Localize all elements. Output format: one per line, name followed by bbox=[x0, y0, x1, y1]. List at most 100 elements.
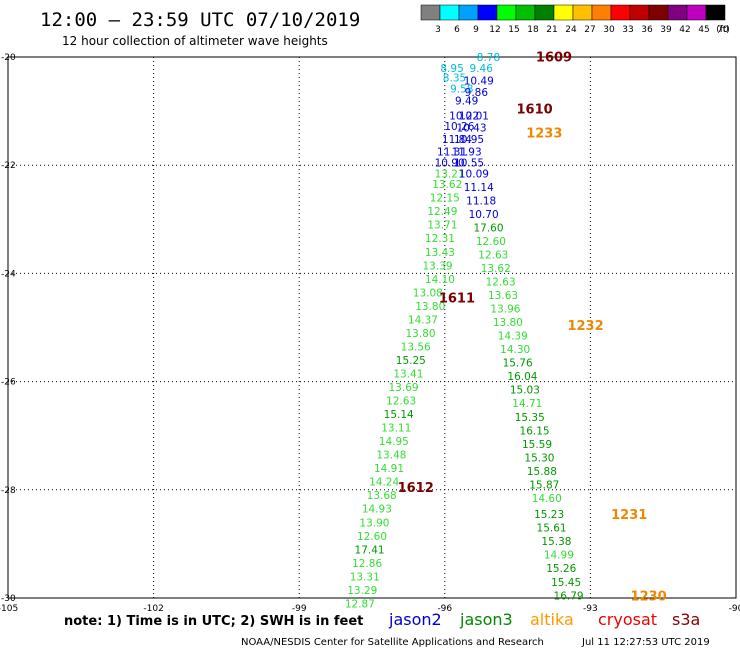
swh-value: 12.87 bbox=[345, 598, 375, 610]
swh-value: 14.60 bbox=[532, 493, 562, 505]
legend-swatch bbox=[553, 4, 574, 21]
pass-number-label: 1232 bbox=[567, 319, 603, 334]
swh-value: 13.80 bbox=[415, 301, 445, 313]
grid-lines bbox=[8, 57, 736, 598]
swh-value: 15.45 bbox=[551, 577, 581, 589]
swh-value: 15.25 bbox=[396, 355, 426, 367]
satellite-legend: jason2 jason3 altika cryosat s3a bbox=[388, 610, 700, 629]
swh-value: 15.14 bbox=[384, 409, 414, 421]
y-tick-label: -24 bbox=[1, 269, 16, 279]
swh-value: 10.01 bbox=[459, 110, 489, 122]
swh-value: 14.37 bbox=[408, 314, 438, 326]
x-tick-label: -96 bbox=[437, 604, 452, 614]
legend-value-label: 33 bbox=[622, 25, 633, 35]
swh-value: 11.31 bbox=[437, 147, 467, 159]
plot-area: -105 -102 -99 -96 -93 -90 -20 -22 -24 -26 -28 -30 8… bbox=[0, 50, 740, 614]
swh-value: 13.80 bbox=[406, 328, 436, 340]
legend-swatch bbox=[534, 4, 555, 21]
footer-note: note: 1) Time is in UTC; 2) SWH is in fe… bbox=[64, 614, 363, 629]
swh-value: 13.68 bbox=[367, 490, 397, 502]
chart-title: 12:00 — 23:59 UTC 07/10/2019 bbox=[40, 9, 360, 31]
swh-value: 9.49 bbox=[455, 95, 478, 107]
track-west: 8.958.359.589.49 10.2210.2611.8411.3110.9… bbox=[345, 63, 479, 611]
swh-value: 15.23 bbox=[534, 509, 564, 521]
swh-value: 12.86 bbox=[352, 558, 382, 570]
x-tick-label: -102 bbox=[143, 604, 163, 614]
legend-value-label: 15 bbox=[508, 25, 519, 35]
swh-value: 9.86 bbox=[465, 87, 489, 99]
legend-value-label: 12 bbox=[489, 25, 500, 35]
swh-value: 12.15 bbox=[430, 193, 460, 205]
swh-value: 13.71 bbox=[427, 220, 457, 232]
swh-value: 16.04 bbox=[507, 371, 537, 383]
legend-value-label: 24 bbox=[565, 25, 577, 35]
pass-number-label: 1230 bbox=[631, 589, 667, 604]
swh-value: 15.61 bbox=[537, 523, 567, 535]
swh-value: 13.21 bbox=[435, 168, 465, 180]
legend-swatch bbox=[686, 4, 707, 21]
swh-value: 17.60 bbox=[473, 222, 503, 234]
y-tick-label: -28 bbox=[1, 486, 16, 496]
pass-number-label: 1610 bbox=[516, 102, 552, 117]
swh-value: 10.22 bbox=[449, 110, 479, 122]
legend-swatch bbox=[629, 4, 650, 21]
swh-value: 11.93 bbox=[452, 147, 482, 159]
pass-number-label: 1612 bbox=[398, 481, 434, 496]
swh-value: 13.90 bbox=[359, 517, 389, 529]
pass-labels: 1609 1610 1233 1611 1232 1612 1231 1230 bbox=[398, 50, 667, 604]
legend-value-label: 45 bbox=[698, 25, 709, 35]
legend-value-label: 36 bbox=[641, 25, 653, 35]
swh-value: 14.39 bbox=[498, 331, 528, 343]
swh-value: 13.41 bbox=[393, 368, 423, 380]
swh-value: 14.30 bbox=[500, 344, 530, 356]
legend-swatch bbox=[477, 4, 498, 21]
swh-value: 15.88 bbox=[527, 466, 557, 478]
swh-value: 13.80 bbox=[493, 317, 523, 329]
swh-value: 14.24 bbox=[369, 477, 399, 489]
legend-value-label: 39 bbox=[660, 25, 672, 35]
legend-value-label: 9 bbox=[473, 25, 479, 35]
swh-value: 12.60 bbox=[476, 236, 506, 248]
swh-value: 15.26 bbox=[546, 563, 576, 575]
legend-value-label: 30 bbox=[603, 25, 615, 35]
swh-value: 15.59 bbox=[522, 439, 552, 451]
swh-value: 12.63 bbox=[386, 396, 416, 408]
swh-value: 14.93 bbox=[362, 504, 392, 516]
swh-value: 11.18 bbox=[466, 195, 496, 207]
swh-value: 13.62 bbox=[481, 263, 511, 275]
swh-value: 12.60 bbox=[357, 531, 387, 543]
legend-value-label: 27 bbox=[584, 25, 595, 35]
satellite-jason2: jason2 bbox=[388, 610, 442, 629]
swh-value: 10.95 bbox=[454, 134, 484, 146]
swh-value: 13.29 bbox=[347, 585, 377, 597]
swh-value: 9.46 bbox=[470, 63, 494, 75]
swh-value: 15.35 bbox=[515, 412, 545, 424]
legend-swatch bbox=[648, 4, 669, 21]
legend-value-label: 18 bbox=[527, 25, 539, 35]
swh-value: 17.41 bbox=[355, 544, 385, 556]
swh-value: 14.99 bbox=[544, 550, 574, 562]
swh-value: 11.14 bbox=[464, 182, 494, 194]
wave-height-color-legend: 3 6 9 12 15 18 21 24 27 30 33 36 39 42 45 70(ft) bbox=[420, 4, 730, 35]
satellite-s3a: s3a bbox=[672, 610, 700, 629]
swh-value: 15.30 bbox=[524, 452, 554, 464]
swh-value: 13.11 bbox=[381, 423, 411, 435]
timestamp-text: Jul 11 12:27:53 UTC 2019 bbox=[581, 637, 710, 648]
wave-height-values: 8.958.359.589.49 10.2210.2611.8411.3110.9… bbox=[345, 52, 584, 610]
legend-unit-label: (ft) bbox=[716, 25, 730, 35]
swh-value: 16.79 bbox=[554, 590, 584, 602]
pass-number-label: 1611 bbox=[439, 292, 475, 307]
x-tick-label: -99 bbox=[292, 604, 307, 614]
plot-frame bbox=[7, 56, 737, 599]
legend-swatch bbox=[591, 4, 612, 21]
swh-value: 15.38 bbox=[541, 536, 571, 548]
chart-subtitle: 12 hour collection of altimeter wave hei… bbox=[62, 34, 328, 48]
legend-value-label: 70 bbox=[717, 25, 729, 35]
swh-value: 13.08 bbox=[413, 287, 443, 299]
track-east: 8.789.4610.499.8610.0110.4310.9511.9310.… bbox=[452, 52, 584, 602]
pass-number-label: 1231 bbox=[611, 508, 647, 523]
swh-value: 13.69 bbox=[389, 382, 419, 394]
swh-value: 14.95 bbox=[379, 436, 409, 448]
legend-swatch bbox=[572, 4, 593, 21]
swh-value: 14.10 bbox=[425, 274, 455, 286]
